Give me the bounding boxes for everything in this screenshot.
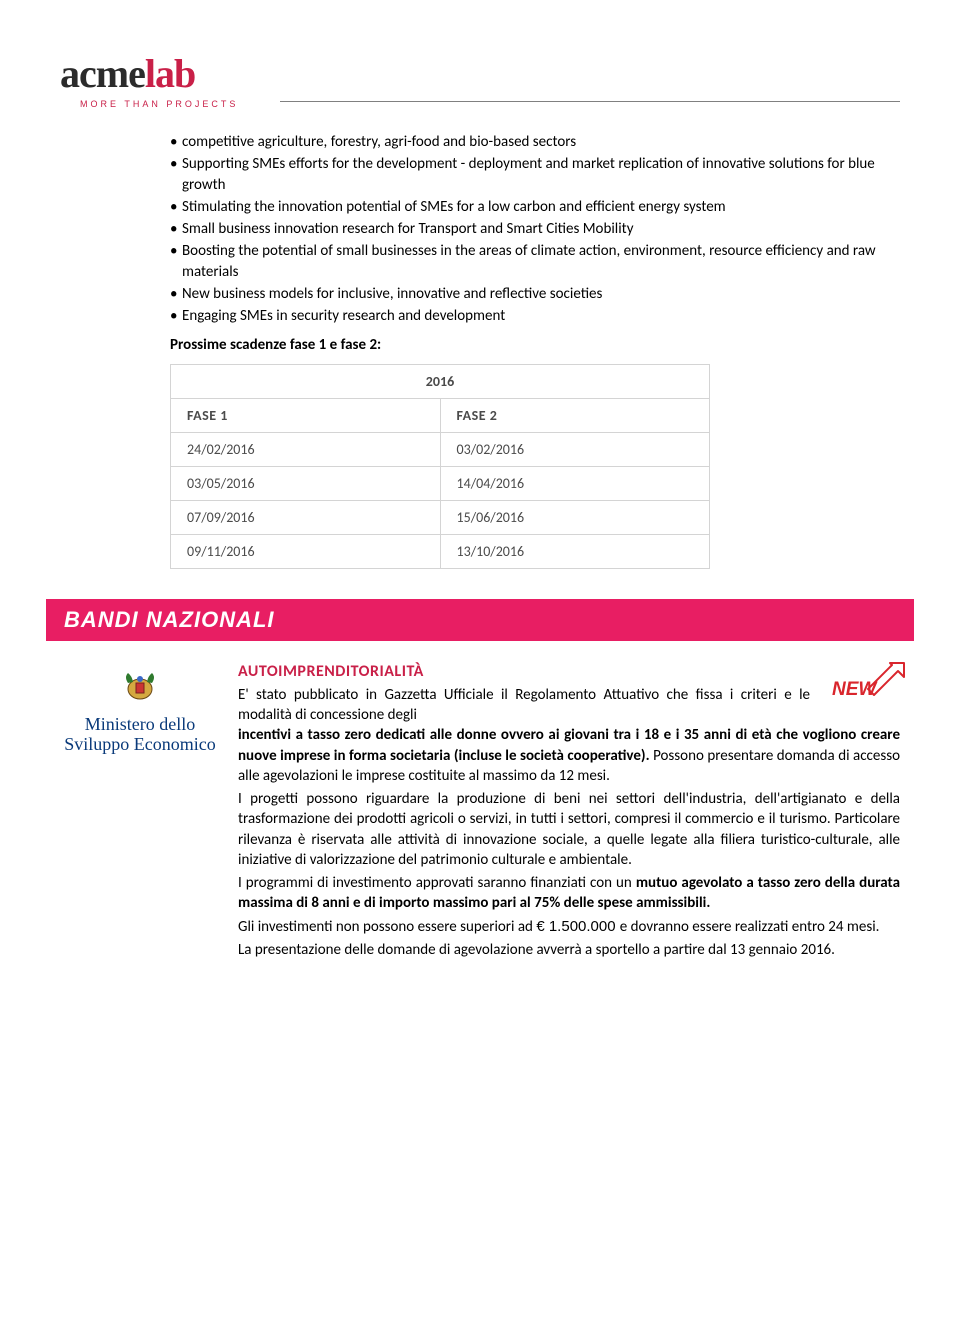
ministry-logo: Ministero dello Sviluppo Economico [60,661,220,963]
article-title: AUTOIMPRENDITORIALITÀ [238,661,900,683]
cell: 09/11/2016 [171,535,441,569]
table-row: 09/11/201613/10/2016 [171,535,710,569]
divider [280,101,900,102]
cell: 03/02/2016 [440,433,710,467]
article-p4: Gli investimenti non possono essere supe… [238,917,900,937]
deadlines-heading: Prossime scadenze fase 1 e fase 2: [170,336,880,354]
ministry-line2: Sviluppo Economico [60,735,220,755]
emblem-icon [60,669,220,711]
cell: 07/09/2016 [171,501,441,535]
table-row: 03/05/201614/04/2016 [171,467,710,501]
article-p3: I programmi di investimento approvati sa… [238,873,900,914]
text: e dovranno essere realizzati entro 24 me… [620,918,880,936]
article-p5: La presentazione delle domande di agevol… [238,940,900,960]
article-body: NEW AUTOIMPRENDITORIALITÀ E' stato pubbl… [238,661,900,963]
bullet-text: competitive agriculture, forestry, agri-… [182,133,576,151]
phase1-header: FASE 1 [171,399,441,433]
phase2-header: FASE 2 [440,399,710,433]
text: € 1.500.000 [536,918,619,935]
list-item: Stimulating the innovation potential of … [170,197,880,217]
text: Gli investimenti non possono essere supe… [238,918,536,936]
table-year: 2016 [171,365,710,399]
logo-lab: lab [145,51,195,96]
bullet-list: competitive agriculture, forestry, agri-… [170,132,880,326]
list-item: competitive agriculture, forestry, agri-… [170,132,880,152]
list-item: Small business innovation research for T… [170,219,880,239]
list-item: Supporting SMEs efforts for the developm… [170,154,880,195]
ministry-line1: Ministero dello [60,715,220,735]
section-title: BANDI NAZIONALI [46,599,914,641]
article-p2: I progetti possono riguardare la produzi… [238,789,900,870]
list-item: Boosting the potential of small business… [170,241,880,282]
list-item: Engaging SMEs in security research and d… [170,306,880,326]
cell: 03/05/2016 [171,467,441,501]
new-badge-text: NEW [832,679,878,700]
cell: 14/04/2016 [440,467,710,501]
table-row: 07/09/201615/06/2016 [171,501,710,535]
table-row: 24/02/201603/02/2016 [171,433,710,467]
cell: 13/10/2016 [440,535,710,569]
article-p1: E' stato pubblicato in Gazzetta Ufficial… [238,685,900,786]
list-item: New business models for inclusive, innov… [170,284,880,304]
cell: 15/06/2016 [440,501,710,535]
new-badge-icon: NEW [826,657,906,709]
deadlines-table: 2016 FASE 1 FASE 2 24/02/201603/02/2016 … [170,364,710,569]
cell: 24/02/2016 [171,433,441,467]
logo-acme: acme [60,51,145,96]
text: E' stato pubblicato in Gazzetta Ufficial… [238,686,810,724]
text: I programmi di investimento approvati sa… [238,874,636,892]
